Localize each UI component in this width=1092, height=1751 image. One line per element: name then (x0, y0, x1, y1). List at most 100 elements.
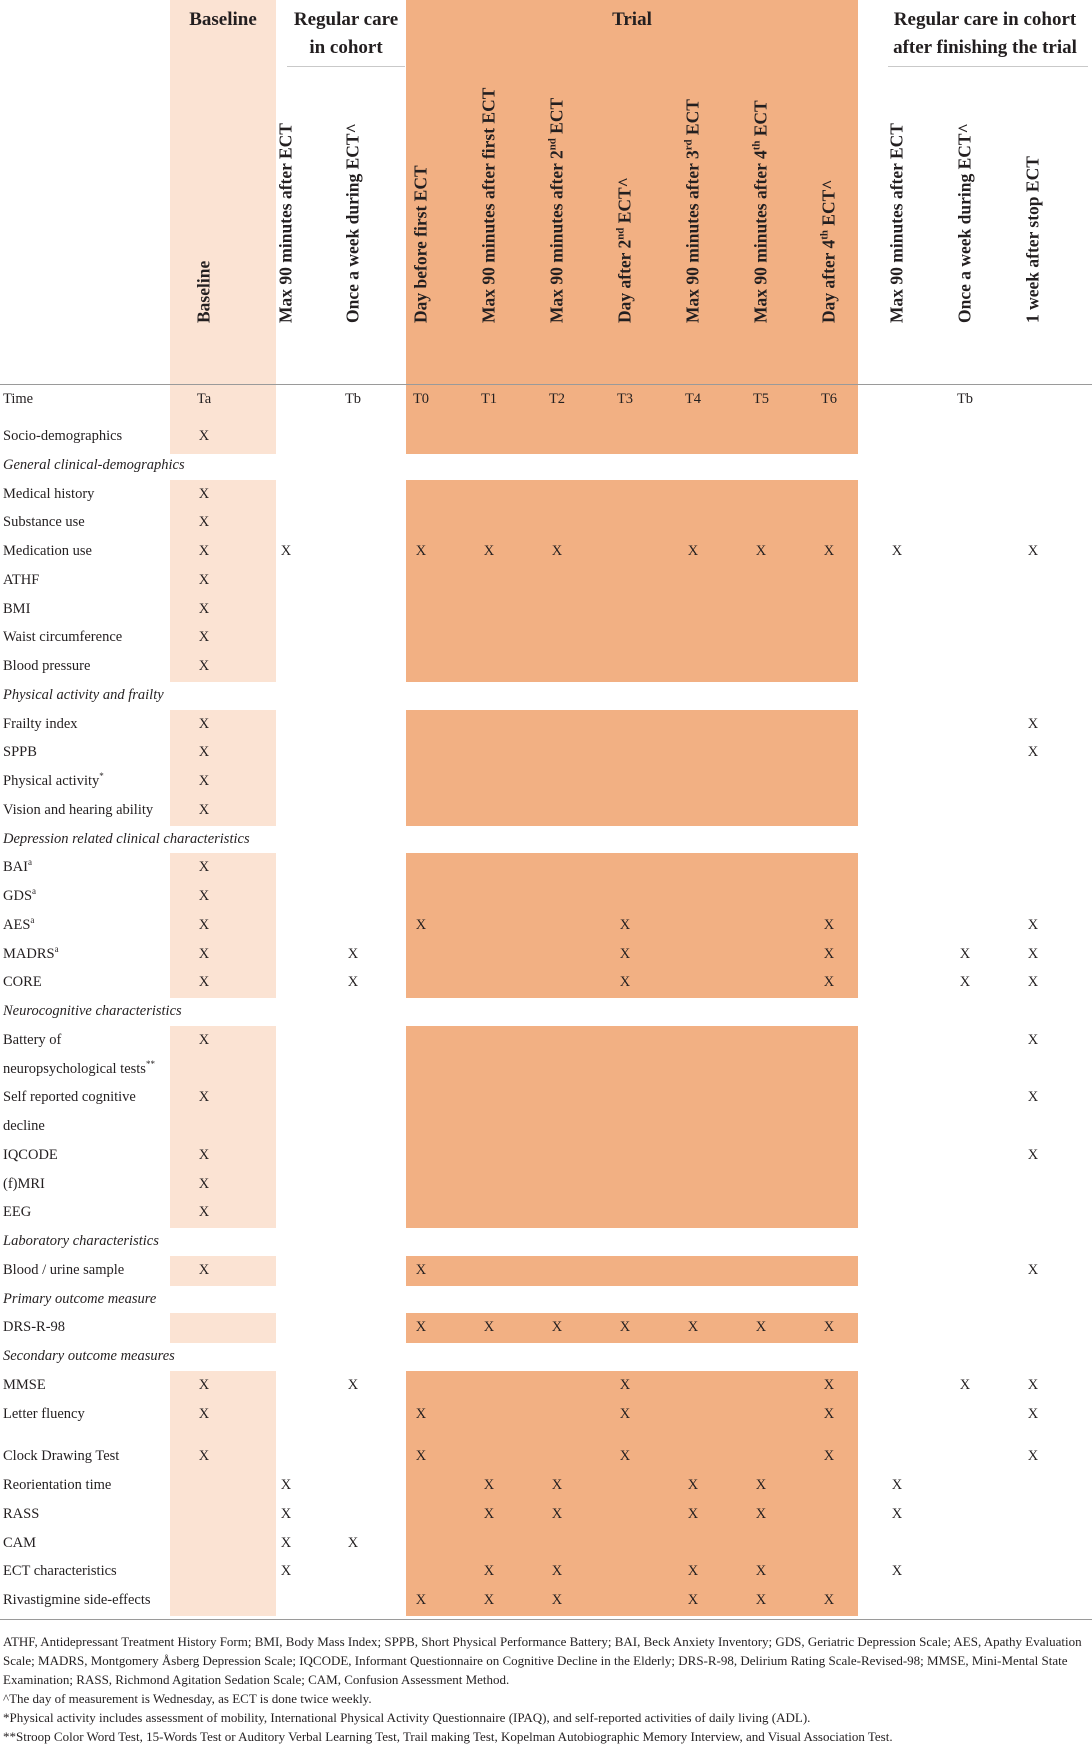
mark-c1: X (280, 1534, 292, 1551)
mark-baseline: X (198, 974, 210, 991)
column-header-c1: Max 90 minutes after ECT (266, 20, 306, 340)
mark-a1: X (891, 1563, 903, 1580)
row-label: Letter fluency (3, 1405, 85, 1422)
column-header-label: Baseline (193, 260, 214, 323)
star-note: *Physical activity includes assessment o… (3, 1710, 811, 1725)
mark-a3: X (1027, 543, 1039, 559)
row-label: EEG (3, 1204, 32, 1221)
time-code-t3: T3 (616, 391, 634, 407)
trial-band-1 (406, 479, 858, 682)
header-rule (0, 384, 1092, 385)
section-label: General clinical-demographics (3, 456, 185, 473)
mark-baseline: X (198, 715, 210, 732)
time-code-t2: T2 (548, 391, 566, 407)
time-code-t6: T6 (820, 391, 838, 407)
row-label: CAM (3, 1534, 37, 1551)
trial-band-header (406, 0, 858, 454)
mark-a3: X (1027, 974, 1039, 991)
row-label: Physical activity* (3, 771, 104, 789)
row-label: Substance use (3, 514, 85, 531)
mark-baseline: X (198, 1261, 210, 1278)
column-header-label: Max 90 minutes after ECT (886, 122, 907, 323)
mark-baseline: X (198, 485, 210, 502)
row-label: GDSa (3, 886, 37, 904)
mark-a1: X (891, 1477, 903, 1493)
mark-a3: X (1027, 1405, 1039, 1422)
mark-baseline: X (198, 744, 210, 761)
row-label: IQCODE (3, 1146, 58, 1163)
mark-t3: X (619, 1376, 631, 1393)
time-code-t5: T5 (752, 391, 770, 407)
table-footnotes: ATHF, Antidepressant Treatment History F… (3, 1632, 1087, 1746)
baseline-band-7 (170, 1370, 276, 1616)
column-header-c2: Once a week during ECT^ (333, 20, 373, 340)
section-label: Depression related clinical characterist… (3, 830, 250, 847)
column-header-label: Max 90 minutes after 2nd ECT (546, 97, 567, 323)
mark-baseline: X (198, 1448, 210, 1465)
time-code-t4: T4 (684, 391, 702, 407)
mark-t0: X (415, 543, 427, 559)
column-header-a2: Once a week during ECT^ (945, 20, 985, 340)
row-label: MMSE (3, 1376, 46, 1393)
mark-c1: X (280, 543, 292, 559)
baseline-band-header (170, 0, 276, 454)
mark-t6: X (823, 1319, 835, 1336)
mark-t5: X (755, 1592, 767, 1608)
mark-baseline: X (198, 1405, 210, 1422)
mark-t0: X (415, 1319, 427, 1336)
mark-c1: X (280, 1505, 292, 1522)
trial-band-7 (406, 1370, 858, 1616)
column-header-t6: Day after 4th ECT^ (809, 20, 849, 340)
mark-a3: X (1027, 1376, 1039, 1393)
baseline-band-4 (170, 1025, 276, 1229)
baseline-band-2 (170, 709, 276, 826)
row-label: SPPB (3, 744, 37, 761)
mark-baseline: X (198, 773, 210, 789)
column-header-t0: Day before first ECT (401, 20, 441, 340)
row-label: decline (3, 1118, 45, 1134)
row-label: Frailty index (3, 715, 78, 732)
mark-t4: X (687, 1319, 699, 1336)
mark-t6: X (823, 1376, 835, 1393)
trial-band-6 (406, 1313, 858, 1344)
trial-band-4 (406, 1025, 858, 1229)
mark-t1: X (483, 1563, 495, 1580)
mark-a3: X (1027, 916, 1039, 933)
mark-baseline: X (198, 888, 210, 904)
abbreviations-note: ATHF, Antidepressant Treatment History F… (3, 1634, 1082, 1687)
mark-t1: X (483, 1592, 495, 1608)
group-header-trial: Trial (612, 9, 652, 30)
row-label: Clock Drawing Test (3, 1448, 120, 1465)
mark-t2: X (551, 1592, 563, 1608)
mark-t3: X (619, 916, 631, 933)
mark-t2: X (551, 1505, 563, 1522)
row-label: Waist circumference (3, 629, 123, 646)
section-label: Secondary outcome measures (3, 1348, 175, 1364)
mark-t6: X (823, 1592, 835, 1608)
mark-t2: X (551, 543, 563, 559)
mark-a3: X (1027, 1031, 1039, 1048)
mark-t6: X (823, 1448, 835, 1465)
baseline-band-3 (170, 853, 276, 999)
mark-a3: X (1027, 715, 1039, 732)
row-label: Battery of (3, 1031, 62, 1048)
mark-a3: X (1027, 945, 1039, 962)
row-label: BAIa (3, 857, 32, 876)
column-header-label: Max 90 minutes after 4th ECT (750, 99, 771, 323)
column-header-label: Day before first ECT (410, 164, 431, 323)
section-label: Laboratory characteristics (3, 1233, 159, 1249)
section-label: Neurocognitive characteristics (3, 1003, 182, 1019)
mark-baseline: X (198, 514, 210, 531)
row-label: MADRSa (3, 943, 59, 962)
baseline-band-1 (170, 479, 276, 682)
row-label: Blood pressure (3, 658, 91, 674)
mark-t6: X (823, 945, 835, 962)
mark-t0: X (415, 1405, 427, 1422)
section-label: Primary outcome measure (3, 1290, 157, 1307)
mark-t1: X (483, 543, 495, 559)
mark-t1: X (483, 1477, 495, 1493)
mark-baseline: X (198, 859, 210, 876)
mark-a3: X (1027, 1261, 1039, 1278)
mark-t6: X (823, 974, 835, 991)
